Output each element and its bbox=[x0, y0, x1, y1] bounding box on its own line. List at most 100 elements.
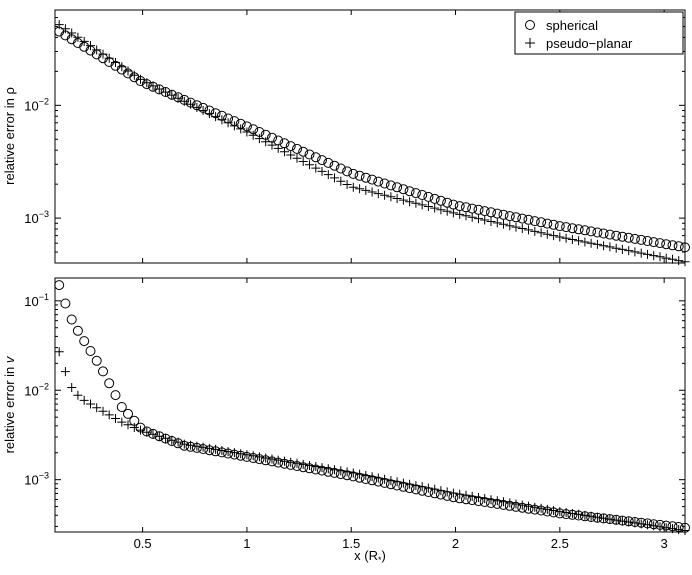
point-pseudo-planar bbox=[73, 32, 83, 42]
point-pseudo-planar bbox=[217, 446, 227, 455]
point-pseudo-planar bbox=[148, 81, 158, 91]
point-pseudo-planar bbox=[605, 514, 615, 524]
point-pseudo-planar bbox=[655, 252, 665, 262]
point-pseudo-planar bbox=[242, 450, 252, 460]
point-pseudo-planar bbox=[511, 222, 521, 232]
point-spherical bbox=[467, 203, 478, 214]
point-pseudo-planar bbox=[411, 198, 421, 208]
point-pseudo-planar bbox=[98, 406, 108, 416]
point-spherical bbox=[448, 199, 459, 210]
point-pseudo-planar bbox=[417, 482, 427, 492]
point-pseudo-planar bbox=[599, 513, 609, 523]
point-pseudo-planar bbox=[567, 235, 577, 244]
point-pseudo-planar bbox=[505, 221, 515, 231]
point-pseudo-planar bbox=[236, 124, 246, 134]
y-tick-label-exponent: −2 bbox=[39, 381, 49, 391]
point-pseudo-planar bbox=[480, 494, 490, 504]
point-pseudo-planar bbox=[592, 239, 602, 249]
point-pseudo-planar bbox=[474, 214, 483, 224]
point-pseudo-planar bbox=[361, 471, 371, 480]
point-pseudo-planar bbox=[223, 118, 233, 128]
point-spherical bbox=[323, 157, 334, 168]
x-tick-label: 1.5 bbox=[342, 536, 360, 551]
point-pseudo-planar bbox=[317, 166, 327, 176]
point-pseudo-planar bbox=[361, 185, 371, 195]
y-tick-label: 10−2 bbox=[24, 96, 49, 113]
point-pseudo-planar bbox=[286, 457, 296, 467]
panel-v-ylabel: relative error in v bbox=[2, 355, 17, 453]
point-spherical bbox=[454, 201, 465, 212]
point-spherical bbox=[529, 216, 540, 227]
x-tick-label: 1 bbox=[243, 536, 250, 551]
point-spherical bbox=[304, 149, 315, 160]
point-pseudo-planar bbox=[305, 160, 314, 170]
point-pseudo-planar bbox=[461, 211, 471, 221]
point-pseudo-planar bbox=[436, 205, 446, 215]
point-pseudo-planar bbox=[104, 53, 114, 63]
point-pseudo-planar bbox=[611, 243, 621, 253]
point-pseudo-planar bbox=[486, 217, 496, 226]
point-spherical bbox=[310, 152, 321, 163]
point-spherical bbox=[410, 188, 421, 199]
point-pseudo-planar bbox=[173, 93, 183, 103]
point-pseudo-planar bbox=[530, 502, 540, 512]
point-spherical bbox=[298, 146, 309, 157]
point-spherical bbox=[517, 213, 528, 224]
point-pseudo-planar bbox=[261, 453, 271, 463]
point-spherical bbox=[504, 211, 515, 222]
point-pseudo-planar bbox=[561, 233, 571, 243]
point-spherical bbox=[492, 208, 503, 219]
point-spherical bbox=[360, 172, 371, 183]
point-pseudo-planar bbox=[336, 176, 346, 186]
point-spherical bbox=[335, 163, 346, 174]
point-pseudo-planar bbox=[67, 28, 77, 38]
point-pseudo-planar bbox=[411, 481, 421, 491]
x-tick-label: 2 bbox=[452, 536, 459, 551]
point-pseudo-planar bbox=[311, 163, 321, 173]
y-tick-label-base: 10 bbox=[24, 294, 38, 309]
point-spherical bbox=[85, 346, 96, 356]
point-spherical bbox=[542, 218, 553, 229]
point-spherical bbox=[104, 378, 115, 389]
panel-v-frame bbox=[54, 277, 686, 533]
point-pseudo-planar bbox=[186, 99, 196, 109]
point-spherical bbox=[110, 390, 121, 401]
point-pseudo-planar bbox=[517, 500, 527, 510]
panel-rho-ylabel: relative error in ρ bbox=[2, 87, 17, 185]
y-tick-label-base: 10 bbox=[24, 383, 38, 398]
point-pseudo-planar bbox=[86, 41, 95, 51]
point-pseudo-planar bbox=[148, 429, 158, 439]
point-pseudo-planar bbox=[292, 458, 302, 468]
point-pseudo-planar bbox=[273, 143, 283, 153]
point-spherical bbox=[479, 206, 490, 217]
point-pseudo-planar bbox=[336, 466, 346, 476]
point-spherical bbox=[123, 408, 133, 419]
point-pseudo-planar bbox=[117, 417, 127, 427]
point-pseudo-planar bbox=[248, 451, 258, 461]
point-pseudo-planar bbox=[204, 443, 214, 453]
point-spherical bbox=[498, 209, 509, 220]
y-tick-label: 10−2 bbox=[24, 381, 49, 398]
point-pseudo-planar bbox=[417, 200, 427, 210]
point-pseudo-planar bbox=[668, 524, 677, 534]
point-pseudo-planar bbox=[398, 195, 408, 205]
point-pseudo-planar bbox=[617, 516, 627, 526]
point-spherical bbox=[442, 197, 453, 208]
point-pseudo-planar bbox=[549, 231, 559, 241]
point-pseudo-planar bbox=[380, 190, 390, 200]
y-tick-label-base: 10 bbox=[24, 98, 38, 113]
point-pseudo-planar bbox=[173, 437, 183, 447]
point-spherical bbox=[398, 184, 409, 195]
point-pseudo-planar bbox=[636, 519, 646, 529]
point-pseudo-planar bbox=[380, 474, 390, 484]
y-tick-label: 10−3 bbox=[24, 209, 49, 226]
point-pseudo-planar bbox=[586, 238, 596, 248]
point-pseudo-planar bbox=[223, 447, 233, 457]
point-spherical bbox=[611, 230, 622, 241]
point-pseudo-planar bbox=[505, 498, 515, 508]
point-pseudo-planar bbox=[211, 444, 221, 454]
point-spherical bbox=[548, 219, 559, 230]
point-spherical bbox=[461, 202, 471, 213]
point-pseudo-planar bbox=[330, 173, 339, 183]
point-pseudo-planar bbox=[492, 496, 502, 506]
